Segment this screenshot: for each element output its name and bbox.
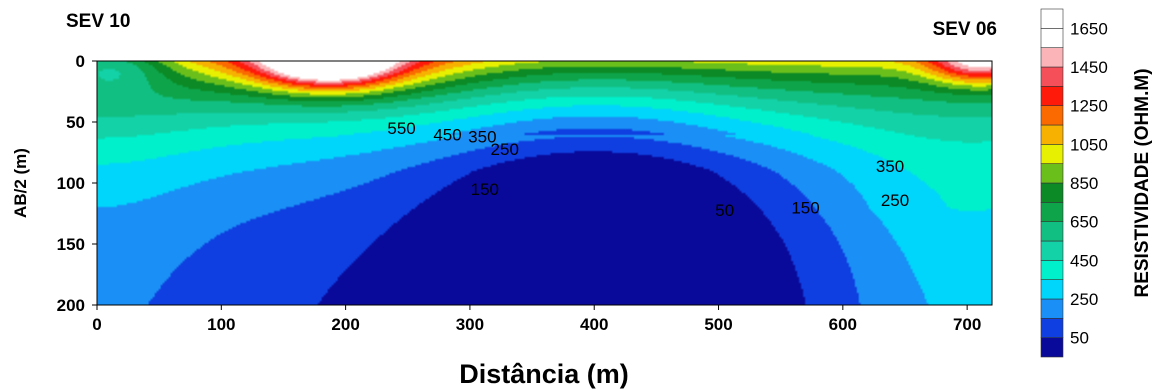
colorbar-tick-label: 850 [1070, 174, 1098, 193]
colorbar-tick-label: 50 [1070, 329, 1089, 348]
colorbar-segment [1040, 221, 1064, 242]
x-tick-label: 700 [953, 315, 981, 334]
colorbar-segment [1040, 47, 1064, 68]
colorbar-segment [1040, 144, 1064, 164]
colorbar-segment [1040, 318, 1064, 338]
colorbar-tick-label: 1450 [1070, 58, 1108, 77]
contour-fill [97, 61, 992, 305]
colorbar-segment [1040, 124, 1064, 145]
y-tick-label: 200 [57, 296, 85, 315]
colorbar: 50 250 450 650 850 1050 1250 1450 1650 [1040, 8, 1108, 358]
y-tick-label: 0 [76, 52, 85, 71]
colorbar-segment [1040, 66, 1064, 87]
contour-label: 350 [876, 157, 904, 176]
annotation-sev-left: SEV 10 [66, 11, 130, 32]
colorbar-segment [1040, 105, 1064, 126]
x-tick-label: 200 [331, 315, 359, 334]
colorbar-label: RESISTIVIDADE (OHM.M) [1132, 68, 1153, 297]
colorbar-segment [1040, 279, 1064, 300]
contour-label: 350 [468, 128, 496, 147]
x-tick-label: 300 [456, 315, 484, 334]
contour-label: 550 [387, 119, 415, 138]
colorbar-tick-label: 1650 [1070, 19, 1108, 38]
y-tick-label: 150 [57, 235, 85, 254]
contour-label: 50 [715, 201, 734, 220]
colorbar-tick-label: 1050 [1070, 135, 1108, 154]
colorbar-segment [1040, 337, 1064, 358]
x-tick-label: 400 [580, 315, 608, 334]
colorbar-segment [1040, 8, 1064, 29]
contour-label: 250 [881, 191, 909, 210]
colorbar-segment [1040, 240, 1064, 261]
colorbar-segment [1040, 260, 1064, 280]
y-axis: 0 50 100 150 200 [57, 52, 97, 315]
x-axis: 0 100 200 300 400 500 600 700 [92, 305, 981, 334]
y-tick-label: 50 [66, 113, 85, 132]
colorbar-tick-label: 650 [1070, 213, 1098, 232]
colorbar-segment [1040, 163, 1064, 184]
colorbar-segment [1040, 86, 1064, 106]
y-axis-label: AB/2 (m) [11, 148, 30, 218]
colorbar-tick-label: 1250 [1070, 97, 1108, 116]
x-tick-label: 0 [92, 315, 101, 334]
x-tick-label: 500 [704, 315, 732, 334]
colorbar-segment [1040, 182, 1064, 203]
contour-label: 150 [791, 199, 819, 218]
contour-label: 250 [491, 140, 519, 159]
plot-area [97, 61, 992, 305]
colorbar-segment [1040, 28, 1064, 48]
x-tick-label: 100 [207, 315, 235, 334]
y-tick-label: 100 [57, 174, 85, 193]
colorbar-segment [1040, 298, 1064, 319]
colorbar-segment [1040, 202, 1064, 222]
x-tick-label: 600 [829, 315, 857, 334]
x-axis-label: Distância (m) [459, 359, 629, 389]
colorbar-tick-label: 450 [1070, 251, 1098, 270]
colorbar-tick-label: 250 [1070, 290, 1098, 309]
contour-label: 150 [471, 180, 499, 199]
contour-label: 450 [433, 125, 461, 144]
annotation-sev-right: SEV 06 [933, 19, 997, 40]
